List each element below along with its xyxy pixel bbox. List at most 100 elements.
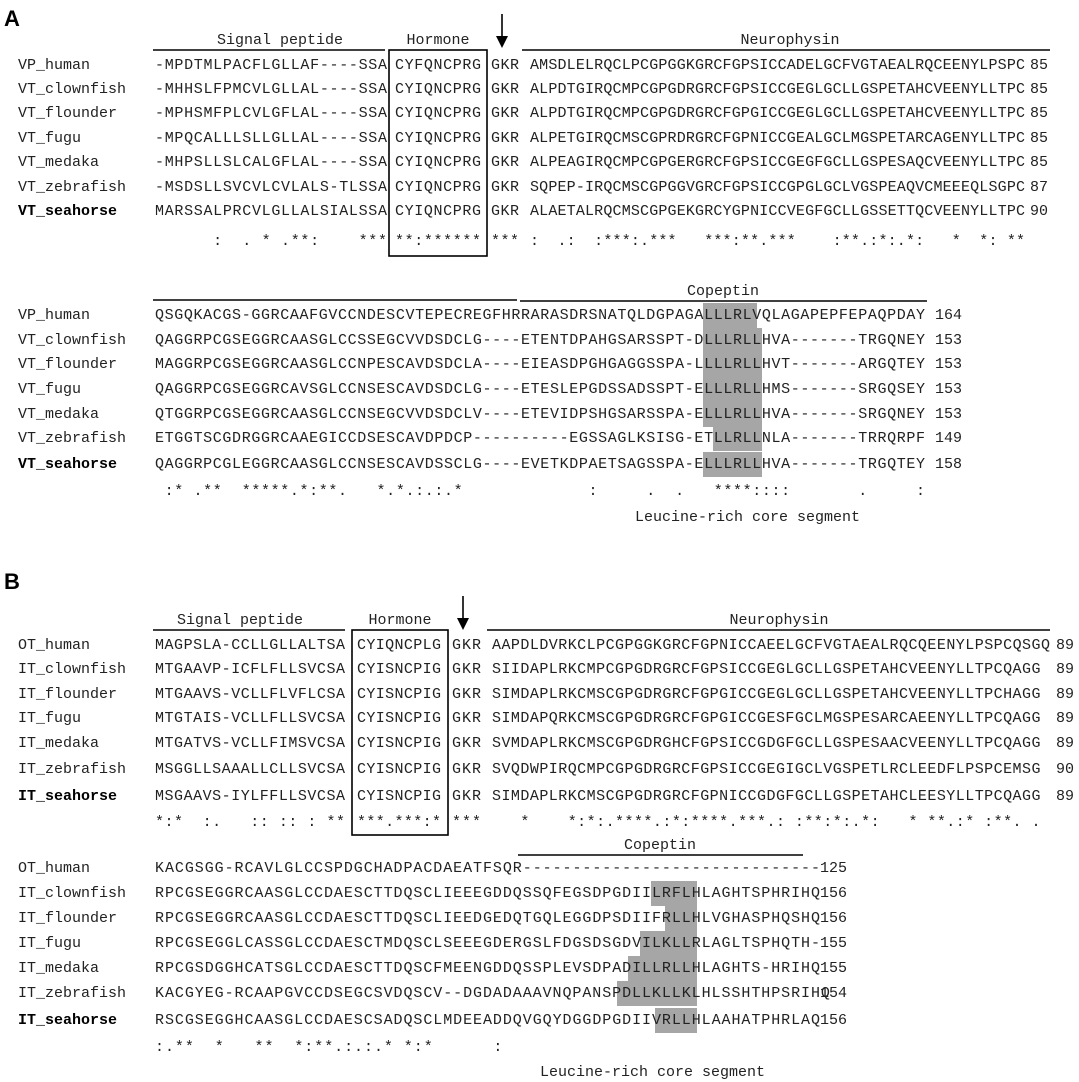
residue-count: 89 bbox=[1056, 637, 1074, 654]
sequence-name: IT_zebrafish bbox=[18, 761, 126, 778]
sequence-segment: QSGQKACGS-GGRCAAFGVCCNDESCVTEPECREGFHRRA… bbox=[155, 307, 925, 324]
region-label: Neurophysin bbox=[729, 612, 828, 629]
residue-count: 89 bbox=[1056, 735, 1074, 752]
conservation-line: * *:*:.****.:*:****.***.: :**:*:.*: * **… bbox=[492, 814, 1041, 831]
sequence-segment: CYIQNCPLG bbox=[357, 637, 441, 654]
panel-label: B bbox=[4, 569, 20, 594]
sequence-segment: MAGPSLA-CCLLGLLALTSA bbox=[155, 637, 345, 654]
sequence-segment: RPCGSDGGHCATSGLCCDAESCTTDQSCFMEENGDDQSSP… bbox=[155, 960, 820, 977]
sequence-name: VT_medaka bbox=[18, 154, 99, 171]
conservation-line: :* .** *****.*:**. *.*.:.:.* : . . ****:… bbox=[155, 483, 925, 500]
sequence-segment: GKR bbox=[491, 203, 519, 220]
residue-count: 156 bbox=[820, 885, 847, 902]
region-label: Hormone bbox=[406, 32, 469, 49]
conservation-line: *** bbox=[452, 814, 481, 831]
sequence-segment: MSGGLLSAAALLCLLSVCSA bbox=[155, 761, 345, 778]
leucine-core-shade bbox=[703, 352, 762, 377]
sequence-segment: -MPDTMLPACFLGLLAF----SSA bbox=[155, 57, 387, 74]
sequence-segment: SIMDAPLRKCMSCGPGDRGRCFGPGICCGEGLGCLLGSPE… bbox=[492, 686, 1041, 703]
sequence-segment: ALPDTGIRQCMPCGPGDRGRCFGPSICCGEGLGCLLGSPE… bbox=[530, 81, 1025, 98]
sequence-segment: GKR bbox=[491, 154, 519, 171]
hormone-box bbox=[388, 49, 488, 257]
sequence-segment: CYIQNCPRG bbox=[395, 154, 481, 171]
sequence-name: IT_seahorse bbox=[18, 788, 117, 805]
sequence-segment: SVMDAPLRKCMSCGPGDRGHCFGPSICCGDGFGCLLGSPE… bbox=[492, 735, 1041, 752]
sequence-segment: SQPEP-IRQCMSCGPGGVGRCFGPSICCGPGLGCLVGSPE… bbox=[530, 179, 1025, 196]
residue-count: 89 bbox=[1056, 788, 1074, 805]
sequence-segment: MTGAAVP-ICFLFLLSVCSA bbox=[155, 661, 345, 678]
sequence-segment: MSGAAVS-IYLFFLLSVCSA bbox=[155, 788, 345, 805]
sequence-segment: SIIDAPLRKCMPCGPGDRGRCFGPSICCGEGLGCLLGSPE… bbox=[492, 661, 1041, 678]
sequence-segment: GKR bbox=[491, 81, 519, 98]
region-label: Signal peptide bbox=[177, 612, 303, 629]
sequence-name: OT_human bbox=[18, 637, 90, 654]
sequence-name: VT_flounder bbox=[18, 105, 117, 122]
annotation: Leucine-rich core segment bbox=[540, 1064, 765, 1081]
residue-count: 89 bbox=[1056, 686, 1074, 703]
residue-count: 85 bbox=[1030, 154, 1048, 171]
sequence-segment: MTGAAVS-VCLLFLVFLCSA bbox=[155, 686, 345, 703]
residue-count: 153 bbox=[935, 381, 962, 398]
conservation-line: : .: :***:.*** ***:**.*** :**.:*:.*: * *… bbox=[530, 233, 1025, 250]
sequence-segment: SIMDAPQRKCMSCGPGDRGRCFGPGICCGESFGCLMGSPE… bbox=[492, 710, 1041, 727]
sequence-segment: MTGTAIS-VCLLFLLSVCSA bbox=[155, 710, 345, 727]
sequence-name: VT_clownfish bbox=[18, 332, 126, 349]
sequence-segment: CYIQNCPRG bbox=[395, 179, 481, 196]
residue-count: 85 bbox=[1030, 105, 1048, 122]
residue-count: 90 bbox=[1030, 203, 1048, 220]
residue-count: 149 bbox=[935, 430, 962, 447]
sequence-segment: GKR bbox=[452, 735, 481, 752]
residue-count: 125 bbox=[820, 860, 847, 877]
residue-count: 153 bbox=[935, 356, 962, 373]
sequence-segment: RPCGSEGGLCASSGLCCDAESCTMDQSCLSEEEGDERGSL… bbox=[155, 935, 820, 952]
sequence-segment: CYISNCPIG bbox=[357, 761, 441, 778]
sequence-name: OT_human bbox=[18, 860, 90, 877]
sequence-segment: RPCGSEGGRCAASGLCCDAESCTTDQSCLIEEEGDDQSSQ… bbox=[155, 885, 820, 902]
sequence-segment: -MSDSLLSVCVLCVLALS-TLSSA bbox=[155, 179, 387, 196]
sequence-name: IT_fugu bbox=[18, 710, 81, 727]
conservation-line: **:****** bbox=[395, 233, 481, 250]
sequence-segment: GKR bbox=[491, 57, 519, 74]
region-label: Copeptin bbox=[624, 837, 696, 854]
sequence-name: VT_medaka bbox=[18, 406, 99, 423]
leucine-core-shade bbox=[703, 303, 757, 328]
sequence-name: IT_seahorse bbox=[18, 1012, 117, 1029]
sequence-name: IT_flounder bbox=[18, 910, 117, 927]
sequence-name: IT_clownfish bbox=[18, 661, 126, 678]
sequence-segment: MARSSALPRCVLGLLALSIALSSA bbox=[155, 203, 387, 220]
sequence-segment: CYFQNCPRG bbox=[395, 57, 481, 74]
residue-count: 153 bbox=[935, 406, 962, 423]
sequence-segment: AAPDLDVRKCLPCGPGGKGRCFGPNICCAEELGCFVGTAE… bbox=[492, 637, 1050, 654]
region-label: Neurophysin bbox=[740, 32, 839, 49]
leucine-core-shade bbox=[617, 981, 697, 1006]
sequence-name: IT_flounder bbox=[18, 686, 117, 703]
sequence-segment: CYISNCPIG bbox=[357, 735, 441, 752]
leucine-core-shade bbox=[703, 328, 762, 353]
sequence-segment: -MHHSLFPMCVLGLLAL----SSA bbox=[155, 81, 387, 98]
sequence-segment: ETGGTSCGDRGGRCAAEGICCDSESCAVDPDCP-------… bbox=[155, 430, 925, 447]
sequence-segment: ALPDTGIRQCMPCGPGDRGRCFGPGICCGEGLGCLLGSPE… bbox=[530, 105, 1025, 122]
residue-count: 154 bbox=[820, 985, 847, 1002]
sequence-name: VT_zebrafish bbox=[18, 179, 126, 196]
leucine-core-shade bbox=[703, 402, 762, 427]
sequence-name: VT_fugu bbox=[18, 130, 81, 147]
sequence-segment: CYIQNCPRG bbox=[395, 130, 481, 147]
sequence-segment: GKR bbox=[452, 788, 481, 805]
hormone-box bbox=[351, 629, 449, 836]
sequence-segment: RPCGSEGGRCAASGLCCDAESCTTDQSCLIEEDGEDQTGQ… bbox=[155, 910, 820, 927]
sequence-segment: GKR bbox=[452, 637, 481, 654]
sequence-segment: QAGGRPCGSEGGRCAVSGLCCNSESCAVDSDCLG----ET… bbox=[155, 381, 925, 398]
sequence-segment: CYIQNCPRG bbox=[395, 81, 481, 98]
region-label: Copeptin bbox=[687, 283, 759, 300]
sequence-segment: CYISNCPIG bbox=[357, 788, 441, 805]
sequence-segment: CYISNCPIG bbox=[357, 686, 441, 703]
sequence-segment: KACGSGG-RCAVLGLCCSPDGCHADPACDAEATFSQR---… bbox=[155, 860, 820, 877]
cleavage-arrowhead bbox=[496, 36, 508, 48]
residue-count: 156 bbox=[820, 1012, 847, 1029]
residue-count: 156 bbox=[820, 910, 847, 927]
residue-count: 153 bbox=[935, 332, 962, 349]
sequence-name: IT_clownfish bbox=[18, 885, 126, 902]
sequence-segment: -MPQCALLLSLLGLLAL----SSA bbox=[155, 130, 387, 147]
sequence-segment: GKR bbox=[452, 661, 481, 678]
